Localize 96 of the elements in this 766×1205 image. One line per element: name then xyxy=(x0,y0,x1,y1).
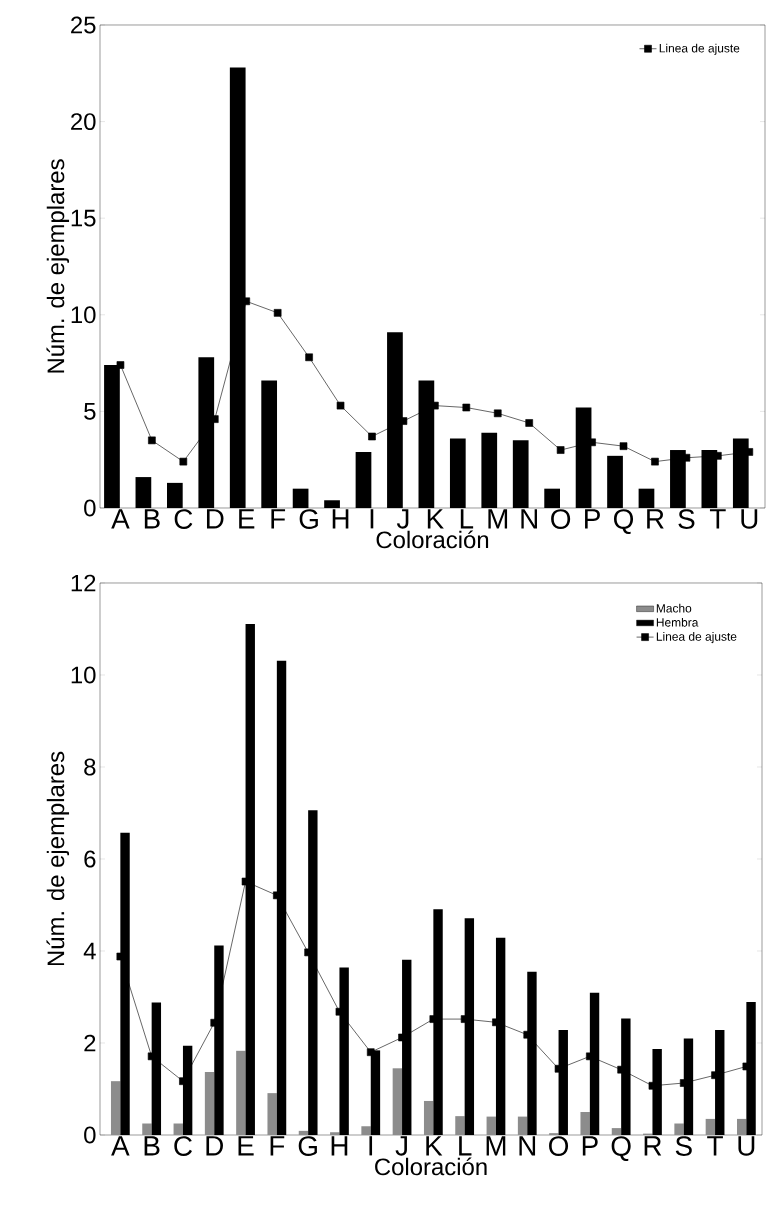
point xyxy=(305,353,313,362)
legend-label: Macho xyxy=(656,603,692,613)
x-tick-label: J xyxy=(396,509,409,529)
x-tick-label: M xyxy=(488,509,508,529)
point xyxy=(179,457,188,466)
point xyxy=(493,409,502,418)
legend-label: Hembra xyxy=(656,617,699,627)
x-tick-label: P xyxy=(582,1136,598,1156)
y-tick-label: 20 xyxy=(71,113,96,131)
y-tick-label: 0 xyxy=(84,499,96,517)
x-tick-label: R xyxy=(647,509,664,529)
x-axis-title: Coloración xyxy=(375,1157,487,1176)
y-tick-label: 0 xyxy=(84,1126,96,1144)
bar xyxy=(298,1130,309,1135)
x-tick-label: R xyxy=(644,1136,662,1156)
x-tick-label: B xyxy=(144,509,160,529)
point xyxy=(368,432,376,441)
y-tick-label: 12 xyxy=(71,574,96,592)
x-tick-label: F xyxy=(270,1136,285,1156)
x-tick-label: F xyxy=(271,509,286,529)
bar xyxy=(517,1116,528,1135)
x-tick-label: K xyxy=(426,1136,443,1156)
x-tick-label: G xyxy=(299,509,318,529)
bar xyxy=(705,1118,716,1135)
x-tick-label: T xyxy=(707,1136,723,1156)
x-tick-label: E xyxy=(239,509,255,529)
x-tick-label: L xyxy=(460,509,474,529)
bar xyxy=(611,1128,622,1135)
y-axis-title: Núm. de ejemplares xyxy=(46,159,70,373)
x-tick-label: S xyxy=(678,509,695,529)
bar xyxy=(455,1116,465,1135)
x-tick-label: D xyxy=(206,509,224,529)
point xyxy=(116,361,125,369)
bar xyxy=(204,1071,215,1135)
x-tick-label: C xyxy=(174,1136,192,1156)
point xyxy=(336,401,345,410)
x-tick-label: C xyxy=(174,509,193,529)
point xyxy=(556,446,565,454)
legend-label: Linea de ajuste xyxy=(659,43,740,55)
y-tick-label: 2 xyxy=(84,1034,96,1052)
x-tick-label: J xyxy=(395,1136,407,1156)
x-tick-label: P xyxy=(585,509,600,529)
x-tick-label: M xyxy=(486,1136,506,1156)
x-tick-label: E xyxy=(238,1136,254,1156)
x-tick-label: Q xyxy=(611,1136,631,1161)
x-tick-label: S xyxy=(675,1136,692,1156)
x-tick-label: Q xyxy=(614,509,634,534)
x-tick-label: T xyxy=(709,509,726,529)
point xyxy=(651,457,659,466)
legend-label: Linea de ajuste xyxy=(656,632,737,644)
x-tick-label: A xyxy=(111,1136,130,1156)
x-tick-label: U xyxy=(741,509,758,529)
x-tick-label: N xyxy=(519,1136,536,1156)
y-tick-label: 15 xyxy=(71,209,96,227)
y-tick-label: 25 xyxy=(71,16,96,34)
bar xyxy=(142,1123,152,1135)
point xyxy=(525,419,533,427)
x-tick-label: K xyxy=(427,509,444,529)
bar xyxy=(736,1118,747,1135)
bar xyxy=(580,1112,590,1135)
x-tick-label: U xyxy=(738,1136,755,1156)
x-tick-label: O xyxy=(551,509,571,529)
y-tick-label: 5 xyxy=(84,403,96,420)
y-tick-label: 10 xyxy=(71,666,96,684)
bar xyxy=(267,1093,277,1135)
bar xyxy=(486,1116,496,1135)
x-axis-title: Coloración xyxy=(376,530,489,549)
point xyxy=(462,403,471,412)
bar xyxy=(236,1050,246,1135)
x-tick-label: A xyxy=(111,509,130,529)
bar xyxy=(674,1123,684,1135)
x-tick-label: B xyxy=(144,1136,160,1156)
x-tick-label: O xyxy=(549,1136,569,1156)
bar xyxy=(110,1081,121,1135)
x-tick-label: N xyxy=(521,509,537,529)
x-tick-label: G xyxy=(298,1136,317,1156)
point xyxy=(273,309,282,317)
point xyxy=(148,436,156,445)
point xyxy=(366,1048,375,1056)
bar xyxy=(173,1123,183,1135)
bar xyxy=(330,1132,340,1135)
x-tick-label: I xyxy=(369,1136,373,1156)
y-tick-label: 10 xyxy=(71,306,96,324)
x-tick-label: I xyxy=(370,509,374,529)
bar xyxy=(361,1126,371,1135)
y-axis-title: Núm. de ejemplares xyxy=(46,751,70,966)
y-tick-label: 4 xyxy=(83,942,96,960)
x-tick-label: H xyxy=(331,1136,348,1156)
x-tick-label: L xyxy=(459,1136,472,1156)
point xyxy=(619,442,628,450)
x-tick-label: H xyxy=(332,509,349,529)
y-tick-label: 6 xyxy=(84,850,96,868)
bar xyxy=(392,1068,403,1135)
bar xyxy=(423,1100,434,1135)
x-tick-label: D xyxy=(206,1136,223,1156)
y-tick-label: 8 xyxy=(84,758,96,776)
